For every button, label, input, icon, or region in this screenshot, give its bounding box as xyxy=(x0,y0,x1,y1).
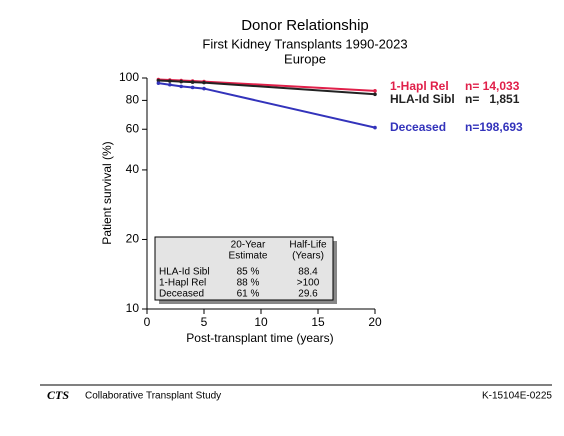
point xyxy=(373,125,377,130)
x-tick-label: 0 xyxy=(144,315,151,329)
footer-code: K-15104E-0225 xyxy=(482,391,552,402)
point xyxy=(202,80,206,85)
table-header: (Years) xyxy=(292,251,324,262)
chart-title: Donor Relationship xyxy=(241,17,369,34)
x-tick-label: 20 xyxy=(368,315,382,329)
legend-name: HLA-Id Sibl xyxy=(390,92,455,106)
legend-name: 1-Hapl Rel xyxy=(390,79,449,93)
table-header: Half-Life xyxy=(289,240,327,251)
y-tick-label: 100 xyxy=(119,70,139,84)
point xyxy=(373,92,377,97)
table-cell: 88.4 xyxy=(298,267,318,278)
y-tick-label: 10 xyxy=(126,301,140,315)
point xyxy=(168,79,172,83)
point xyxy=(179,84,183,89)
point xyxy=(168,82,172,87)
table-cell: 29.6 xyxy=(298,289,318,300)
point xyxy=(190,80,195,84)
point xyxy=(179,79,183,84)
point xyxy=(156,78,161,83)
chart-region: Europe xyxy=(284,51,326,66)
y-axis-label: Patient survival (%) xyxy=(100,141,114,244)
y-tick-label: 60 xyxy=(126,121,140,135)
y-tick-label: 40 xyxy=(126,162,140,176)
x-axis-label: Post-transplant time (years) xyxy=(186,331,333,345)
series-line xyxy=(158,79,376,96)
legend-n: n= 14,033 xyxy=(465,79,520,93)
x-tick-label: 15 xyxy=(311,315,325,329)
legend-n: n=198,693 xyxy=(465,120,523,134)
table-cell: >100 xyxy=(297,278,320,289)
footer-logo: CTS xyxy=(47,388,69,402)
footer-org: Collaborative Transplant Study xyxy=(85,391,221,402)
series-line xyxy=(158,82,376,129)
x-tick-label: 10 xyxy=(254,315,268,329)
table-header: Estimate xyxy=(229,251,268,262)
y-tick-label: 20 xyxy=(126,232,140,246)
table-cell: Deceased xyxy=(159,289,204,300)
chart-subtitle: First Kidney Transplants 1990-2023 xyxy=(202,36,407,51)
x-tick-label: 5 xyxy=(201,315,208,329)
point xyxy=(202,86,206,91)
table-cell: HLA-Id Sibl xyxy=(159,267,210,278)
table-cell: 88 % xyxy=(237,278,260,289)
table-cell: 1-Hapl Rel xyxy=(159,278,206,289)
y-tick-label: 80 xyxy=(126,93,140,107)
point xyxy=(156,81,161,85)
table-cell: 85 % xyxy=(237,267,260,278)
point xyxy=(373,89,377,93)
series-line xyxy=(158,78,376,92)
point xyxy=(190,85,195,90)
legend-name: Deceased xyxy=(390,120,446,134)
legend-n: n= 1,851 xyxy=(465,92,520,106)
table-header: 20-Year xyxy=(231,240,266,251)
table-cell: 61 % xyxy=(237,289,260,300)
table-box xyxy=(154,236,334,301)
